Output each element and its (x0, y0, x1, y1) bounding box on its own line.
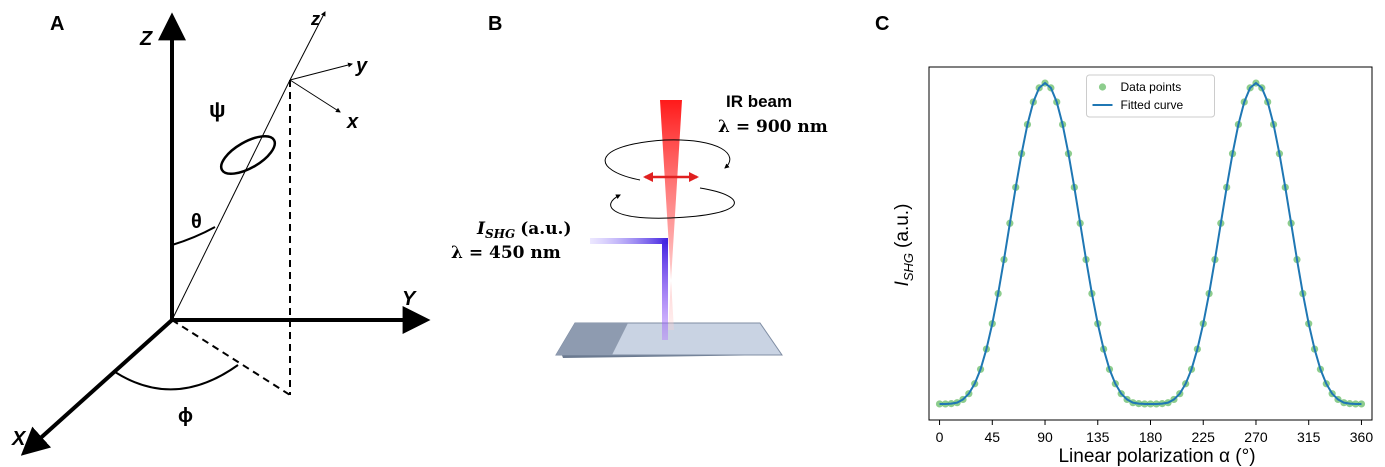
projection (171, 319, 291, 396)
wavelength-label: λ = 900 nm (718, 117, 828, 137)
y-label-subscript: SHG (901, 253, 916, 281)
shg-label: ISHG (a.u.) (476, 219, 572, 241)
x-tick-label: 90 (1037, 429, 1053, 445)
shg-subscript: SHG (485, 227, 515, 241)
legend-label: Fitted curve (1121, 98, 1184, 112)
panel-b: B IR beam λ = 900 nm ISHG (a.u.) λ = 450 … (451, 13, 828, 358)
legend-box (1086, 74, 1215, 118)
rotation-arrow (610, 187, 735, 219)
shg-unit: (a.u.) (520, 219, 571, 239)
axis-label: y (355, 55, 368, 77)
x-tick-label: 270 (1244, 429, 1268, 445)
x-tick-label: 360 (1350, 429, 1374, 445)
axis-label: Z (139, 28, 153, 50)
angle-label: ψ (209, 97, 226, 122)
body-x (289, 79, 341, 113)
beam-label: IR beam (726, 92, 792, 111)
legend-label: Data points (1121, 80, 1182, 94)
x-tick-label: 0 (936, 429, 944, 445)
shg-beam (590, 238, 668, 244)
shg-beam (662, 240, 668, 340)
shg-symbol: I (476, 219, 486, 239)
panel-label: C (875, 13, 889, 35)
angle-label: θ (191, 211, 202, 233)
x-tick-label: 45 (984, 429, 1000, 445)
sample (556, 323, 628, 355)
rotation-arrow (604, 139, 731, 181)
axis-label: Y (402, 288, 417, 310)
x-tick-label: 225 (1192, 429, 1216, 445)
body-z (289, 11, 326, 81)
theta-arc (171, 226, 216, 246)
panel-label: A (50, 13, 64, 35)
y-axis-label: ISHG (a.u.) (892, 204, 916, 287)
x-axis (20, 318, 174, 456)
rod (171, 79, 291, 321)
x-tick-label: 315 (1297, 429, 1321, 445)
axis-label: z (310, 9, 320, 29)
y-label-symbol: I (892, 280, 913, 286)
fit-line (939, 81, 1362, 405)
panel-label: B (488, 13, 502, 35)
axis-label: X (11, 428, 27, 450)
angle-label: ϕ (178, 405, 193, 427)
ir-beam (660, 100, 682, 330)
psi-rotation (219, 134, 277, 176)
plot-frame (928, 66, 1373, 421)
x-tick-label: 180 (1139, 429, 1163, 445)
legend-swatch (1098, 83, 1107, 91)
x-tick-label: 135 (1086, 429, 1110, 445)
phi-arc (114, 364, 239, 391)
panel-c: C Linear polarization α (°) ISHG (a.u.) 0… (875, 13, 1373, 467)
body-y (289, 62, 353, 81)
wavelength-label: λ = 450 nm (451, 243, 561, 263)
panel-a: A Z Y X z y x θ ϕ ψ (11, 9, 431, 456)
axis-label: x (346, 111, 359, 133)
y-label-unit: (a.u.) (892, 204, 913, 248)
x-axis-label: Linear polarization α (°) (1058, 446, 1255, 467)
